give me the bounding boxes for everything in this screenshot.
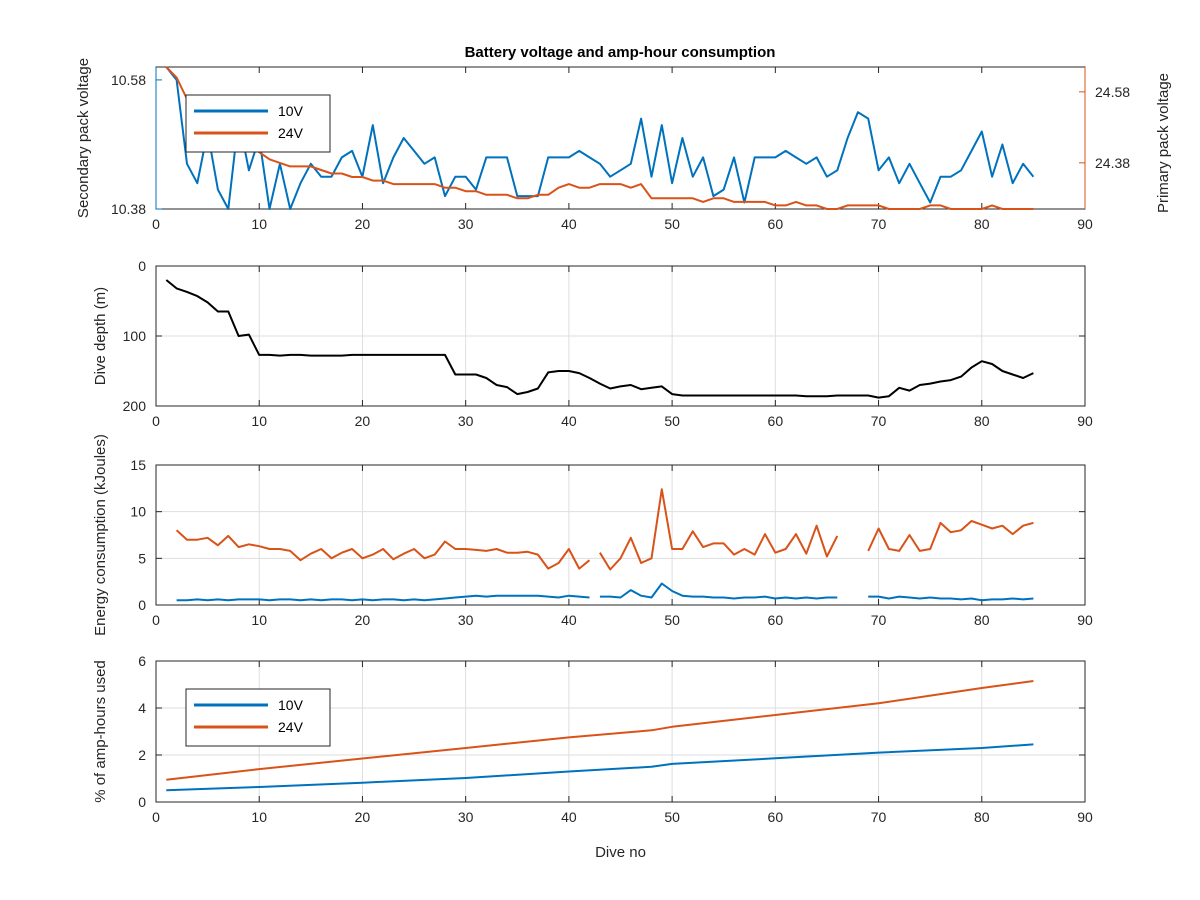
voltage-legend-label: 24V — [278, 125, 304, 141]
amphours-xtick-label: 90 — [1077, 809, 1093, 825]
voltage-ytick-label: 10.38 — [111, 201, 146, 217]
amphours-xtick-label: 60 — [768, 809, 784, 825]
amphours-xtick-label: 80 — [974, 809, 990, 825]
depth-xtick-label: 70 — [871, 413, 887, 429]
energy-xtick-label: 60 — [768, 612, 784, 628]
energy-xtick-label: 90 — [1077, 612, 1093, 628]
voltage-legend-box — [185, 94, 331, 153]
energy-ytick-label: 10 — [130, 504, 146, 520]
energy-ytick-label: 15 — [130, 457, 146, 473]
energy-series-24v — [175, 529, 591, 570]
amphours-legend-box — [185, 688, 331, 747]
voltage-series-10v — [165, 66, 1035, 210]
energy-series-10v — [176, 594, 590, 602]
depth-ytick-label: 100 — [123, 328, 147, 344]
voltage-xtick-label: 50 — [664, 216, 680, 232]
depth-ytick-label: 200 — [123, 398, 147, 414]
voltage-xtick-label: 70 — [871, 216, 887, 232]
voltage-xtick-label: 60 — [768, 216, 784, 232]
energy-xtick-label: 0 — [152, 612, 160, 628]
energy-xtick-label: 20 — [355, 612, 371, 628]
depth-xtick-label: 80 — [974, 413, 990, 429]
energy-xtick-label: 70 — [871, 612, 887, 628]
energy-series-10v — [599, 582, 838, 600]
energy-series-24v — [599, 488, 839, 571]
amphours-xtick-label: 10 — [251, 809, 267, 825]
amphours-xtick-label: 70 — [871, 809, 887, 825]
depth-xtick-label: 30 — [458, 413, 474, 429]
voltage-ytick-label: 10.58 — [111, 72, 146, 88]
energy-xtick-label: 50 — [664, 612, 680, 628]
amphours-ytick-label: 0 — [138, 794, 146, 810]
energy-xtick-label: 40 — [561, 612, 577, 628]
voltage-ylabel: Secondary pack voltage — [75, 58, 92, 218]
energy-series-10v — [868, 595, 1034, 602]
voltage-legend-label: 10V — [278, 103, 304, 119]
energy-xtick-label: 80 — [974, 612, 990, 628]
depth-xtick-label: 0 — [152, 413, 160, 429]
amphours-axes-box — [155, 660, 1086, 803]
voltage-series-24v — [165, 66, 1034, 210]
energy-ytick-label: 0 — [138, 597, 146, 613]
depth-ytick-label: 0 — [138, 258, 146, 274]
amphours-ytick-label: 4 — [138, 700, 146, 716]
amphours-xtick-label: 20 — [355, 809, 371, 825]
voltage-xtick-label: 0 — [152, 216, 160, 232]
amphours-ytick-label: 6 — [138, 653, 146, 669]
depth-xtick-label: 90 — [1077, 413, 1093, 429]
amphours-legend-label: 24V — [278, 719, 304, 735]
amphours-xtick-label: 50 — [664, 809, 680, 825]
depth-xtick-label: 40 — [561, 413, 577, 429]
voltage-xtick-label: 90 — [1077, 216, 1093, 232]
energy-xtick-label: 10 — [251, 612, 267, 628]
figure-title: Battery voltage and amp-hour consumption — [465, 44, 776, 61]
amphours-series-24v — [166, 680, 1034, 781]
depth-ylabel: Dive depth (m) — [92, 287, 109, 385]
voltage-ylabel-right: Primary pack voltage — [1155, 73, 1172, 213]
energy-ytick-label: 5 — [138, 550, 146, 566]
energy-xtick-label: 30 — [458, 612, 474, 628]
energy-axes-box — [155, 464, 1086, 606]
voltage-xtick-label: 40 — [561, 216, 577, 232]
depth-xtick-label: 60 — [768, 413, 784, 429]
amphours-xtick-label: 30 — [458, 809, 474, 825]
amphours-xtick-label: 0 — [152, 809, 160, 825]
voltage-xtick-label: 30 — [458, 216, 474, 232]
voltage-ytick-right-label: 24.58 — [1095, 84, 1130, 100]
voltage-xtick-label: 10 — [251, 216, 267, 232]
energy-ylabel: Energy consumption (kJoules) — [92, 434, 109, 636]
voltage-xtick-label: 80 — [974, 216, 990, 232]
amphours-ytick-label: 2 — [138, 747, 146, 763]
depth-xtick-label: 50 — [664, 413, 680, 429]
depth-xtick-label: 20 — [355, 413, 371, 429]
amphours-series-10v — [166, 743, 1034, 792]
depth-series-line — [165, 279, 1034, 399]
amphours-xlabel: Dive no — [595, 844, 646, 861]
amphours-legend-label: 10V — [278, 697, 304, 713]
voltage-ytick-right-label: 24.38 — [1095, 155, 1130, 171]
amphours-xtick-label: 40 — [561, 809, 577, 825]
depth-xtick-label: 10 — [251, 413, 267, 429]
energy-series-24v — [867, 520, 1034, 552]
amphours-ylabel: % of amp-hours used — [92, 660, 109, 803]
voltage-xtick-label: 20 — [355, 216, 371, 232]
